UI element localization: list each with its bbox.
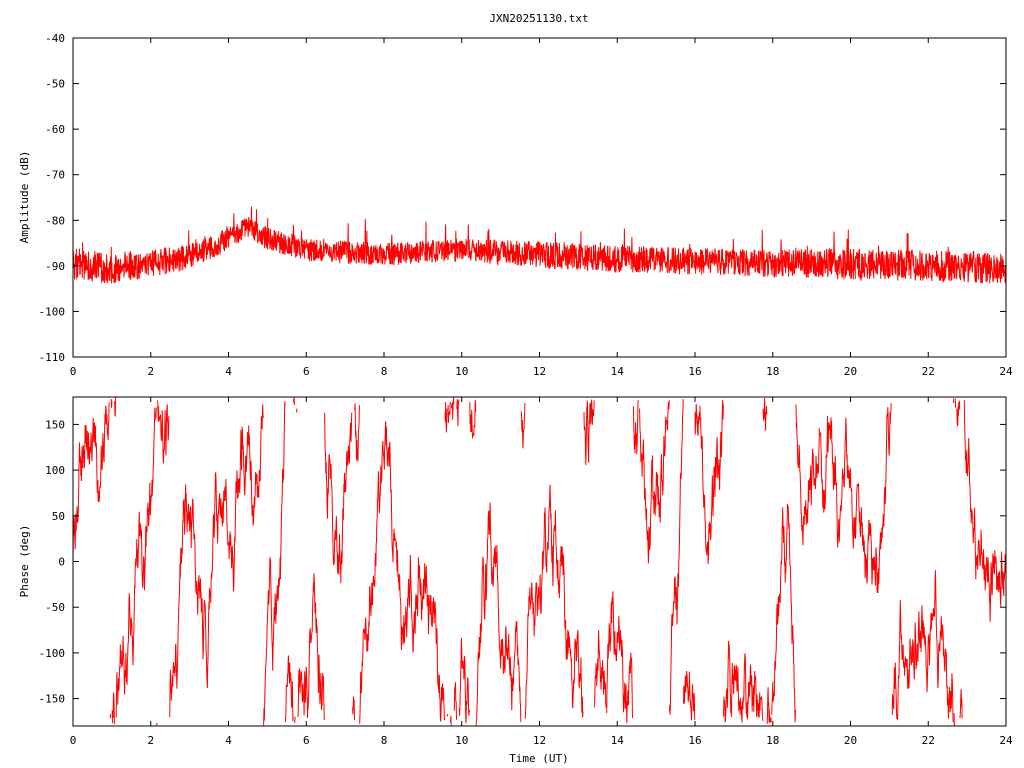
phase-y-axis-label: Phase (deg) — [18, 525, 31, 598]
y-tick-label: -150 — [39, 693, 66, 706]
y-tick-label: -70 — [45, 169, 65, 182]
x-tick-label: 22 — [922, 734, 935, 747]
x-tick-label: 6 — [303, 365, 310, 378]
phase-ticks: 0 2 4 6 8 10 12 14 16 18 20 22 24-150-100-5005010015… — [39, 397, 1013, 747]
x-tick-label: 22 — [922, 365, 935, 378]
y-tick-label: -50 — [45, 78, 65, 91]
y-tick-label: 100 — [45, 464, 65, 477]
amplitude-series-group — [73, 206, 1006, 285]
x-tick-label: 16 — [688, 365, 701, 378]
phase-series-group — [73, 397, 1006, 726]
x-tick-label: 2 — [147, 365, 154, 378]
x-tick-label: 0 — [70, 365, 77, 378]
x-tick-label: 6 — [303, 734, 310, 747]
y-tick-label: -100 — [39, 647, 66, 660]
x-tick-label: 2 — [147, 734, 154, 747]
y-tick-label: -40 — [45, 32, 65, 45]
x-tick-label: 10 — [455, 734, 468, 747]
y-tick-label: -110 — [39, 351, 66, 364]
x-tick-label: 18 — [766, 734, 779, 747]
y-tick-label: -90 — [45, 260, 65, 273]
phase-x-axis-label: Time (UT) — [509, 752, 569, 765]
x-tick-label: 4 — [225, 734, 232, 747]
y-tick-label: -100 — [39, 305, 66, 318]
x-tick-label: 10 — [455, 365, 468, 378]
chart-title: JXN20251130.txt — [489, 12, 588, 25]
x-tick-label: 8 — [381, 734, 388, 747]
amplitude-ticks: 0 2 4 6 8 10 12 14 16 18 20 22 24-110-100-90-80-70-6… — [39, 32, 1013, 378]
x-tick-label: 24 — [999, 734, 1013, 747]
y-tick-label: 150 — [45, 418, 65, 431]
amplitude-y-axis-label: Amplitude (dB) — [18, 151, 31, 244]
x-tick-label: 14 — [611, 365, 625, 378]
x-tick-label: 16 — [688, 734, 701, 747]
phase-panel: 0 2 4 6 8 10 12 14 16 18 20 22 24-150-100-5005010015… — [18, 396, 1013, 765]
x-tick-label: 18 — [766, 365, 779, 378]
amplitude-panel: 0 2 4 6 8 10 12 14 16 18 20 22 24-110-100-90-80-70-6… — [18, 32, 1013, 378]
x-tick-label: 20 — [844, 365, 857, 378]
x-tick-label: 8 — [381, 365, 388, 378]
y-tick-label: -60 — [45, 123, 65, 136]
x-tick-label: 14 — [611, 734, 625, 747]
x-tick-label: 4 — [225, 365, 232, 378]
y-tick-label: -80 — [45, 214, 65, 227]
x-tick-label: 12 — [533, 734, 546, 747]
x-tick-label: 0 — [70, 734, 77, 747]
x-tick-label: 20 — [844, 734, 857, 747]
amplitude-line — [73, 206, 1006, 285]
y-tick-label: -50 — [45, 601, 65, 614]
y-tick-label: 0 — [58, 556, 65, 569]
phase-line — [73, 397, 1006, 726]
y-tick-label: 50 — [52, 510, 65, 523]
x-tick-label: 24 — [999, 365, 1013, 378]
x-tick-label: 12 — [533, 365, 546, 378]
